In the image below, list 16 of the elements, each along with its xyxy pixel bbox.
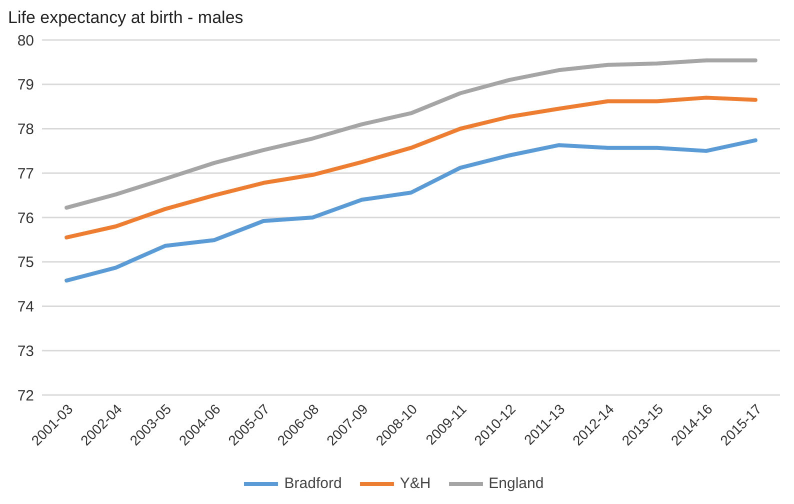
y-tick-label: 76 [17, 210, 34, 227]
y-tick-label: 74 [17, 298, 34, 316]
legend-label: Bradford [283, 475, 342, 492]
legend-label: England [488, 475, 544, 492]
line-series [64, 138, 758, 283]
y-tick-label: 79 [17, 76, 34, 94]
line-series [64, 96, 758, 240]
chart-title: Life expectancy at birth - males [8, 8, 244, 29]
y-tick-label: 80 [17, 32, 34, 50]
y-tick-label: 73 [17, 342, 34, 360]
y-tick-label: 78 [17, 121, 34, 138]
line-series [64, 58, 758, 210]
y-tick-label: 75 [17, 254, 34, 272]
y-tick-label: 72 [17, 387, 34, 404]
legend-label: Y&H [398, 475, 431, 492]
y-tick-label: 77 [17, 165, 34, 182]
